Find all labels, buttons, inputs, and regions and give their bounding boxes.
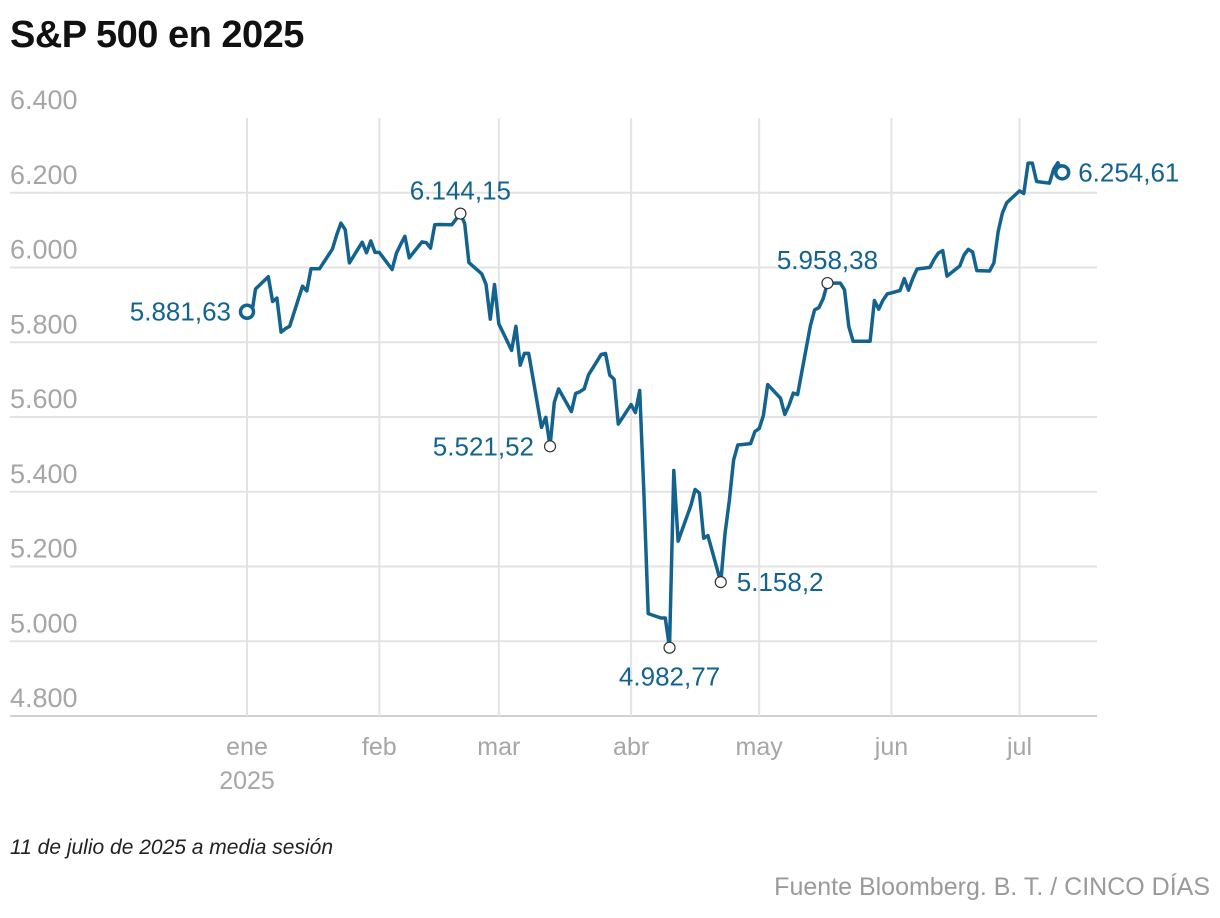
- annotation-marker: [821, 276, 834, 290]
- x-tick-label: jun: [874, 733, 908, 761]
- x-tick-label: jul: [1006, 733, 1032, 761]
- footnote: 11 de julio de 2025 a media sesión: [10, 836, 334, 859]
- x-tick-label: may: [736, 733, 784, 761]
- y-axis: 6.400 6.200 6.000 5.800 5.600 5.400 5.200 5.000…: [10, 85, 78, 713]
- annotation-label: 6.144,15: [410, 176, 511, 206]
- annotation-marker: [663, 641, 676, 654]
- annotation-marker: [238, 303, 256, 320]
- y-tick-label: 5.400: [10, 459, 78, 489]
- y-tick-label: 5.600: [10, 384, 78, 414]
- y-tick-label: 6.000: [10, 235, 78, 265]
- annotation-marker: [1053, 164, 1071, 181]
- annotation-marker: [543, 440, 557, 453]
- y-tick-label: 5.000: [10, 608, 78, 638]
- source-credit: Fuente Bloomberg. B. T. / CINCO DÍAS: [774, 873, 1210, 901]
- grid-layer: [10, 118, 1097, 717]
- annotation-label: 5.158,2: [737, 567, 824, 597]
- series-line-sp500: [245, 160, 1064, 650]
- y-tick-label: 4.800: [10, 683, 78, 713]
- annotation-label: 4.982,77: [619, 662, 720, 692]
- y-tick-label: 5.800: [10, 309, 78, 339]
- x-tick-label: feb: [362, 733, 397, 761]
- annotations-layer: 5.881,63 6.144,15 5.521,52 4.982,77 5.158,2 5…: [130, 157, 1180, 691]
- annotation-label: 5.521,52: [433, 431, 534, 461]
- x-tick-label: ene: [226, 733, 268, 761]
- annotation-marker: [714, 576, 727, 589]
- x-tick-label: abr: [613, 733, 649, 761]
- chart-title: S&P 500 en 2025: [10, 14, 304, 56]
- annotation-label: 5.958,38: [777, 245, 878, 275]
- y-tick-label: 6.400: [10, 85, 78, 115]
- y-tick-label: 6.200: [10, 160, 78, 190]
- annotation-label: 5.881,63: [130, 297, 231, 327]
- annotation-marker: [454, 207, 467, 220]
- series-layer: [245, 160, 1064, 650]
- y-tick-label: 5.200: [10, 534, 78, 564]
- x-tick-label: mar: [477, 733, 520, 761]
- x-axis: ene 2025 feb mar abr may jun jul: [219, 733, 1032, 795]
- x-tick-year-label: 2025: [219, 767, 275, 795]
- annotation-label: 6.254,61: [1078, 157, 1179, 187]
